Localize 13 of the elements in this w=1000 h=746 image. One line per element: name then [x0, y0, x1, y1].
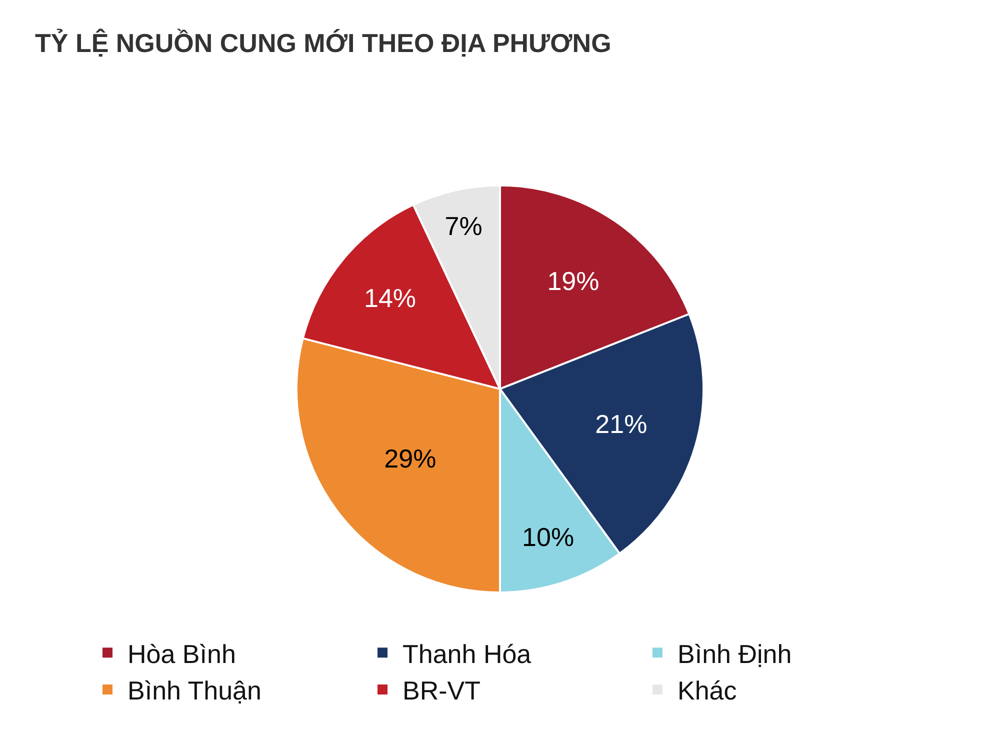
legend-label: Bình Định — [678, 638, 792, 669]
data-label: 21% — [595, 409, 648, 440]
data-label: 10% — [522, 522, 574, 552]
legend-label: BR-VT — [402, 676, 481, 706]
data-label: 7% — [444, 210, 482, 241]
legend-label: Bình Thuận — [128, 676, 262, 706]
legend-label: Thanh Hóa — [402, 638, 532, 669]
legend-label: Hòa Bình — [128, 638, 236, 669]
data-label: 29% — [384, 444, 436, 474]
legend-label: Khác — [678, 676, 737, 706]
data-label: 19% — [547, 266, 600, 296]
chart-title: TỶ LỆ NGUỒN CUNG MỚI THEO ĐỊA PHƯƠNG — [35, 28, 612, 58]
data-label: 14% — [364, 282, 416, 313]
